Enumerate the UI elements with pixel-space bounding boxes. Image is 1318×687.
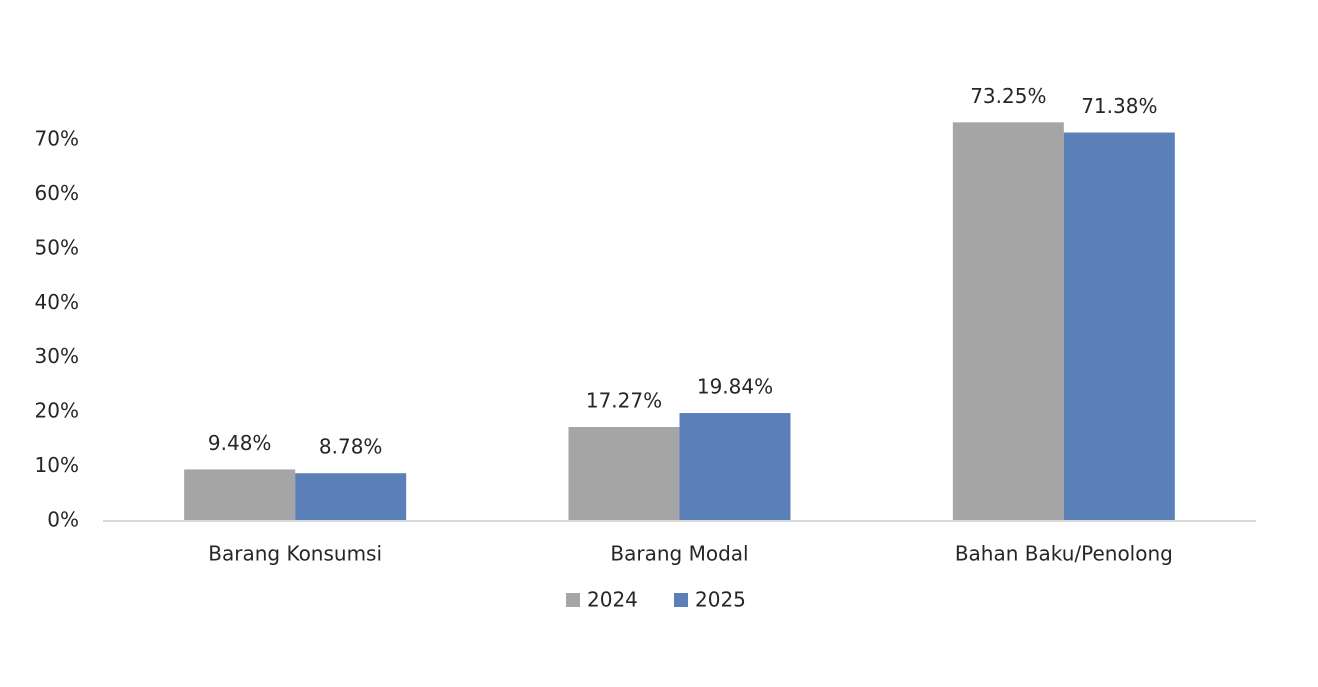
y-tick-label: 60% bbox=[35, 181, 79, 205]
y-tick-label: 30% bbox=[35, 344, 79, 368]
legend-swatch bbox=[566, 593, 580, 607]
value-label: 73.25% bbox=[970, 84, 1046, 108]
y-tick-label: 70% bbox=[35, 127, 79, 151]
x-tick-label: Barang Konsumsi bbox=[208, 542, 382, 566]
y-tick-label: 0% bbox=[47, 508, 79, 532]
value-label: 19.84% bbox=[697, 375, 773, 399]
value-label: 17.27% bbox=[586, 389, 662, 413]
bar bbox=[1063, 132, 1175, 521]
value-label: 9.48% bbox=[208, 431, 272, 455]
bar bbox=[295, 473, 407, 521]
y-tick-label: 10% bbox=[35, 453, 79, 477]
bar bbox=[568, 427, 680, 521]
y-tick-label: 40% bbox=[35, 290, 79, 314]
legend-swatch bbox=[674, 593, 688, 607]
value-label: 71.38% bbox=[1081, 94, 1157, 118]
bar bbox=[184, 469, 296, 521]
legend-label: 2025 bbox=[695, 588, 746, 612]
legend-label: 2024 bbox=[587, 588, 638, 612]
y-tick-label: 50% bbox=[35, 235, 79, 259]
y-tick-label: 20% bbox=[35, 399, 79, 423]
value-label: 8.78% bbox=[319, 435, 383, 459]
bar bbox=[952, 122, 1064, 521]
x-tick-label: Barang Modal bbox=[610, 542, 748, 566]
x-tick-label: Bahan Baku/Penolong bbox=[955, 542, 1173, 566]
bar bbox=[679, 413, 791, 521]
